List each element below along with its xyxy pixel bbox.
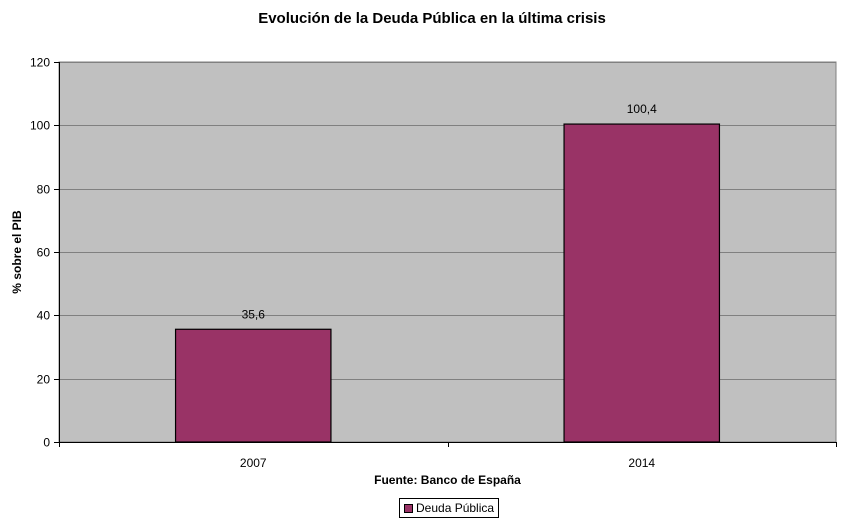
chart-title: Evolución de la Deuda Pública en la últi…	[258, 10, 606, 27]
x-tick-label: 2014	[628, 456, 655, 470]
legend: Deuda Pública	[399, 498, 500, 518]
y-tick-label: 20	[37, 373, 51, 387]
legend-label: Deuda Pública	[416, 501, 495, 515]
x-axis-title: Fuente: Banco de España	[374, 473, 521, 487]
y-tick-label: 60	[37, 246, 51, 260]
data-label: 100,4	[627, 102, 657, 116]
data-labels: 35,6 100,4	[242, 102, 658, 321]
bar	[174, 328, 332, 443]
y-tick-label: 100	[30, 119, 50, 133]
y-tick-label: 80	[37, 183, 51, 197]
bars	[174, 123, 721, 443]
data-label: 35,6	[242, 307, 266, 321]
y-tick-label: 0	[43, 436, 50, 450]
legend-swatch	[404, 503, 413, 513]
y-tick-label: 120	[30, 56, 50, 70]
x-tick-label: 2007	[240, 456, 267, 470]
y-tick-label: 40	[37, 309, 51, 323]
bar	[563, 123, 721, 443]
y-axis-title: % sobre el PIB	[10, 210, 24, 294]
